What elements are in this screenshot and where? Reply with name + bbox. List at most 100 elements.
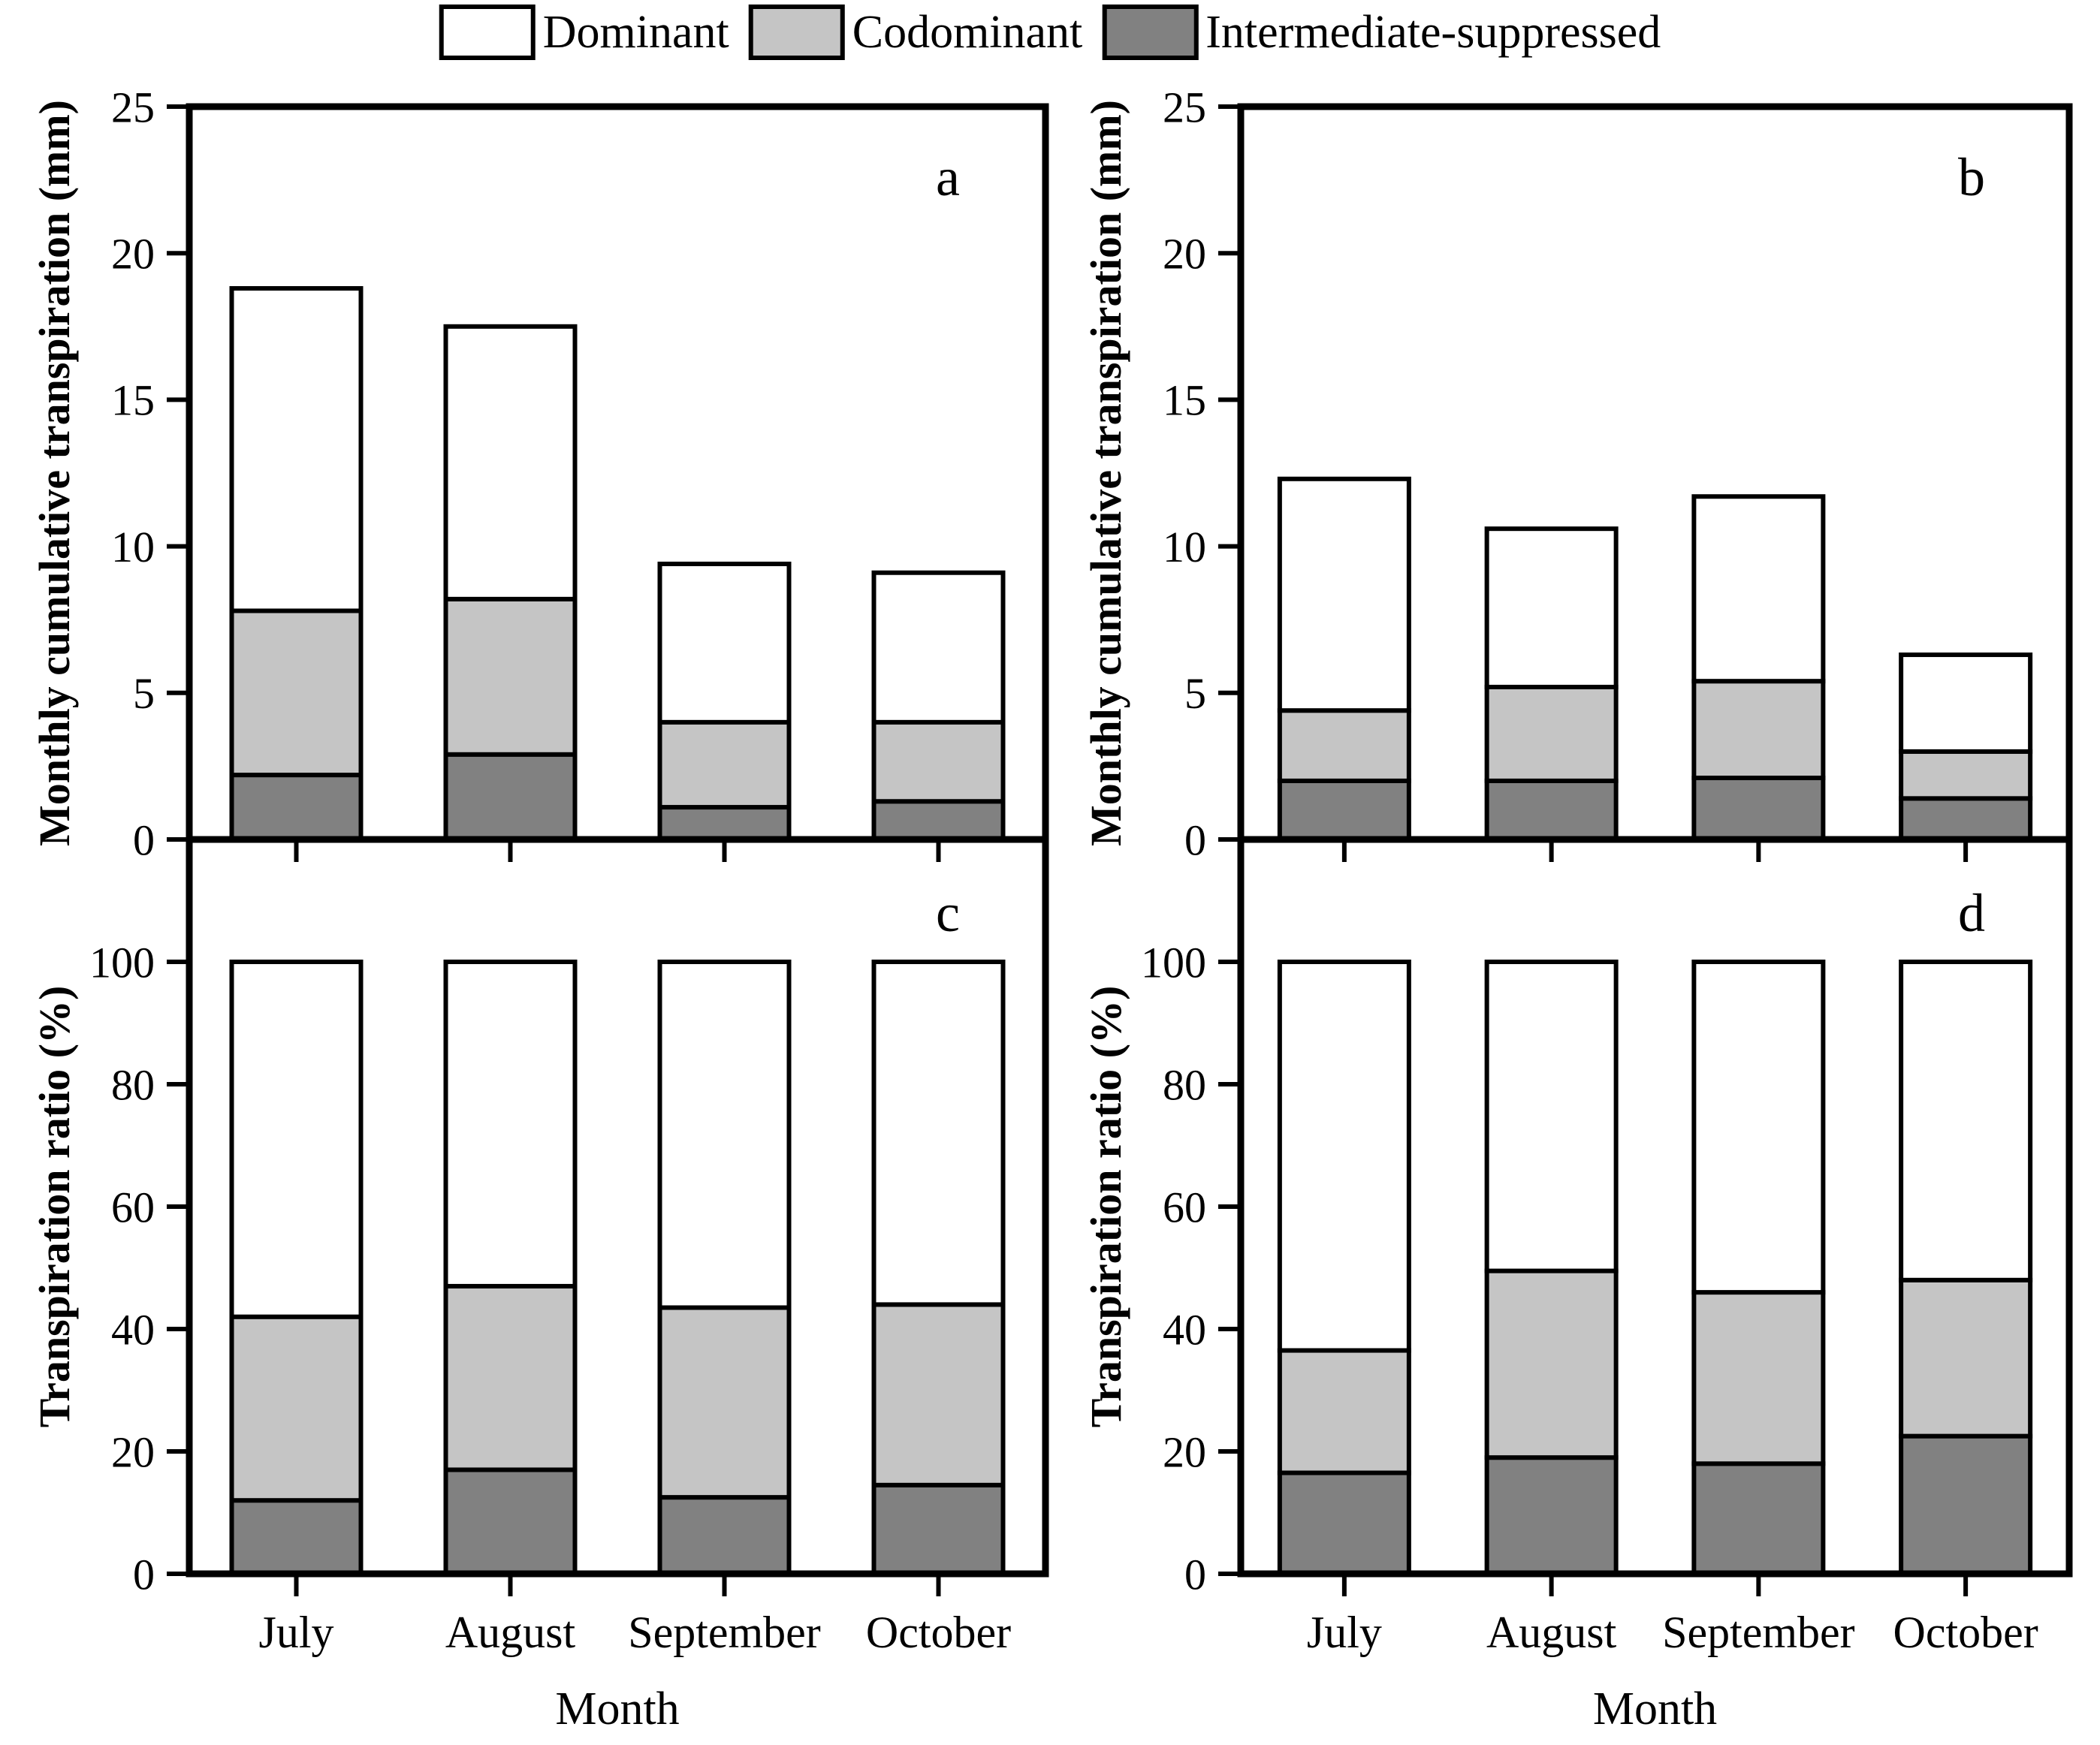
bar-segment-a-july-codominant xyxy=(229,608,364,778)
bar-segment-d-july-codominant xyxy=(1277,1348,1411,1475)
bar-segment-b-august-codominant xyxy=(1484,684,1619,783)
bar-segment-d-october-intermediate-suppressed xyxy=(1899,1433,2033,1576)
legend-item-intermediate-suppressed: Intermediate-suppressed xyxy=(1102,5,1661,60)
y-tick-label: 0 xyxy=(133,1550,155,1599)
y-tick-label: 60 xyxy=(111,1183,155,1231)
bar-segment-c-september-codominant xyxy=(657,1305,792,1500)
bar-segment-c-september-dominant xyxy=(657,960,792,1310)
y-tick-label: 80 xyxy=(1163,1060,1206,1109)
bar-segment-c-july-dominant xyxy=(229,960,364,1319)
bar-segment-b-july-codominant xyxy=(1277,708,1411,783)
y-tick-label: 100 xyxy=(1141,938,1206,987)
y-tick-label: 20 xyxy=(111,230,155,279)
y-tick-label: 80 xyxy=(111,1060,155,1109)
bar-segment-a-july-dominant xyxy=(229,286,364,613)
panel-letter-a: a xyxy=(936,147,960,207)
bar-segment-a-august-dominant xyxy=(443,324,578,601)
bar-segment-a-september-intermediate-suppressed xyxy=(657,805,792,842)
y-tick-label: 0 xyxy=(1184,1550,1206,1599)
bar-segment-c-july-intermediate-suppressed xyxy=(229,1498,364,1576)
y-axis-title-c: Transpiration ratio (%) xyxy=(30,986,79,1428)
bar-segment-d-september-intermediate-suppressed xyxy=(1691,1461,1826,1577)
y-tick-label: 10 xyxy=(1163,523,1206,571)
y-tick-label: 25 xyxy=(111,83,155,131)
bar-segment-d-august-dominant xyxy=(1484,960,1619,1273)
x-tick-label-july: July xyxy=(258,1608,333,1657)
y-tick-label: 20 xyxy=(1163,1427,1206,1476)
bar-segment-d-september-codominant xyxy=(1691,1290,1826,1466)
panel-letter-c: c xyxy=(936,883,960,943)
y-tick-label: 40 xyxy=(111,1305,155,1354)
bar-segment-b-august-intermediate-suppressed xyxy=(1484,778,1619,842)
legend-item-dominant: Dominant xyxy=(439,5,729,60)
bar-segment-a-october-intermediate-suppressed xyxy=(871,799,1006,842)
bar-segment-d-august-intermediate-suppressed xyxy=(1484,1455,1619,1577)
y-tick-label: 10 xyxy=(111,523,155,571)
legend-label-dominant: Dominant xyxy=(542,7,729,58)
bar-segment-c-october-dominant xyxy=(871,960,1006,1307)
bar-segment-d-september-dominant xyxy=(1691,960,1826,1295)
bar-segment-b-july-dominant xyxy=(1277,476,1411,713)
y-tick-label: 40 xyxy=(1163,1305,1206,1354)
bar-segment-a-september-codominant xyxy=(657,719,792,810)
bar-segment-d-october-dominant xyxy=(1899,960,2033,1282)
bar-segment-c-august-intermediate-suppressed xyxy=(443,1467,578,1576)
y-tick-label: 20 xyxy=(1163,230,1206,279)
bar-segment-c-september-intermediate-suppressed xyxy=(657,1495,792,1576)
bar-segment-a-august-intermediate-suppressed xyxy=(443,752,578,842)
bar-segment-a-july-intermediate-suppressed xyxy=(229,773,364,842)
bar-segment-a-august-codominant xyxy=(443,596,578,757)
x-axis-title-c: Month xyxy=(555,1683,679,1734)
bar-segment-d-august-codominant xyxy=(1484,1268,1619,1460)
y-tick-label: 60 xyxy=(1163,1183,1206,1231)
codominant-swatch xyxy=(748,5,845,60)
bar-segment-b-august-dominant xyxy=(1484,526,1619,689)
y-tick-label: 100 xyxy=(89,938,155,987)
x-tick-label-august: August xyxy=(1486,1608,1617,1657)
x-tick-label-september: September xyxy=(1662,1608,1855,1657)
intermediate-suppressed-swatch xyxy=(1102,5,1199,60)
x-tick-label-august: August xyxy=(445,1608,576,1657)
x-tick-label-october: October xyxy=(866,1608,1011,1657)
y-axis-title-d: Transpiration ratio (%) xyxy=(1082,986,1130,1428)
y-axis-title-a: Monthly cumulative transpiration (mm) xyxy=(30,100,79,846)
bar-segment-b-october-dominant xyxy=(1899,652,2033,754)
bar-segment-c-august-dominant xyxy=(443,960,578,1288)
bar-segment-d-july-intermediate-suppressed xyxy=(1277,1470,1411,1577)
y-tick-label: 0 xyxy=(133,815,155,864)
y-tick-label: 15 xyxy=(111,376,155,425)
y-tick-label: 20 xyxy=(111,1427,155,1476)
x-tick-label-july: July xyxy=(1307,1608,1382,1657)
y-axis-title-b: Monthly cumulative transpiration (mm) xyxy=(1082,100,1130,846)
y-tick-label: 25 xyxy=(1163,83,1206,131)
bar-segment-b-september-dominant xyxy=(1691,494,1826,684)
y-tick-label: 5 xyxy=(1184,669,1206,718)
bar-segment-d-october-codominant xyxy=(1899,1277,2033,1439)
bar-segment-c-august-codominant xyxy=(443,1283,578,1472)
legend-label-intermediate-suppressed: Intermediate-suppressed xyxy=(1205,7,1661,58)
bar-segment-d-july-dominant xyxy=(1277,960,1411,1353)
bar-segment-a-september-dominant xyxy=(657,562,792,725)
bar-segment-b-july-intermediate-suppressed xyxy=(1277,778,1411,842)
bar-segment-a-october-codominant xyxy=(871,719,1006,804)
x-axis-title-d: Month xyxy=(1593,1683,1717,1734)
bar-segment-c-july-codominant xyxy=(229,1314,364,1503)
bar-segment-b-october-intermediate-suppressed xyxy=(1899,796,2033,842)
y-tick-label: 0 xyxy=(1184,815,1206,864)
panel-letter-d: d xyxy=(1958,883,1985,943)
bar-segment-c-october-intermediate-suppressed xyxy=(871,1482,1006,1576)
x-tick-label-october: October xyxy=(1893,1608,2038,1657)
bar-segment-c-october-codominant xyxy=(871,1302,1006,1487)
legend-item-codominant: Codominant xyxy=(748,5,1082,60)
x-tick-label-september: September xyxy=(628,1608,821,1657)
bar-segment-b-october-codominant xyxy=(1899,749,2033,801)
dominant-swatch xyxy=(439,5,536,60)
bar-segment-a-october-dominant xyxy=(871,570,1006,725)
legend: Dominant Codominant Intermediate-suppres… xyxy=(439,5,1661,60)
y-tick-label: 15 xyxy=(1163,376,1206,425)
bar-segment-b-september-intermediate-suppressed xyxy=(1691,776,1826,842)
bar-segment-b-september-codominant xyxy=(1691,679,1826,781)
y-tick-label: 5 xyxy=(133,669,155,718)
